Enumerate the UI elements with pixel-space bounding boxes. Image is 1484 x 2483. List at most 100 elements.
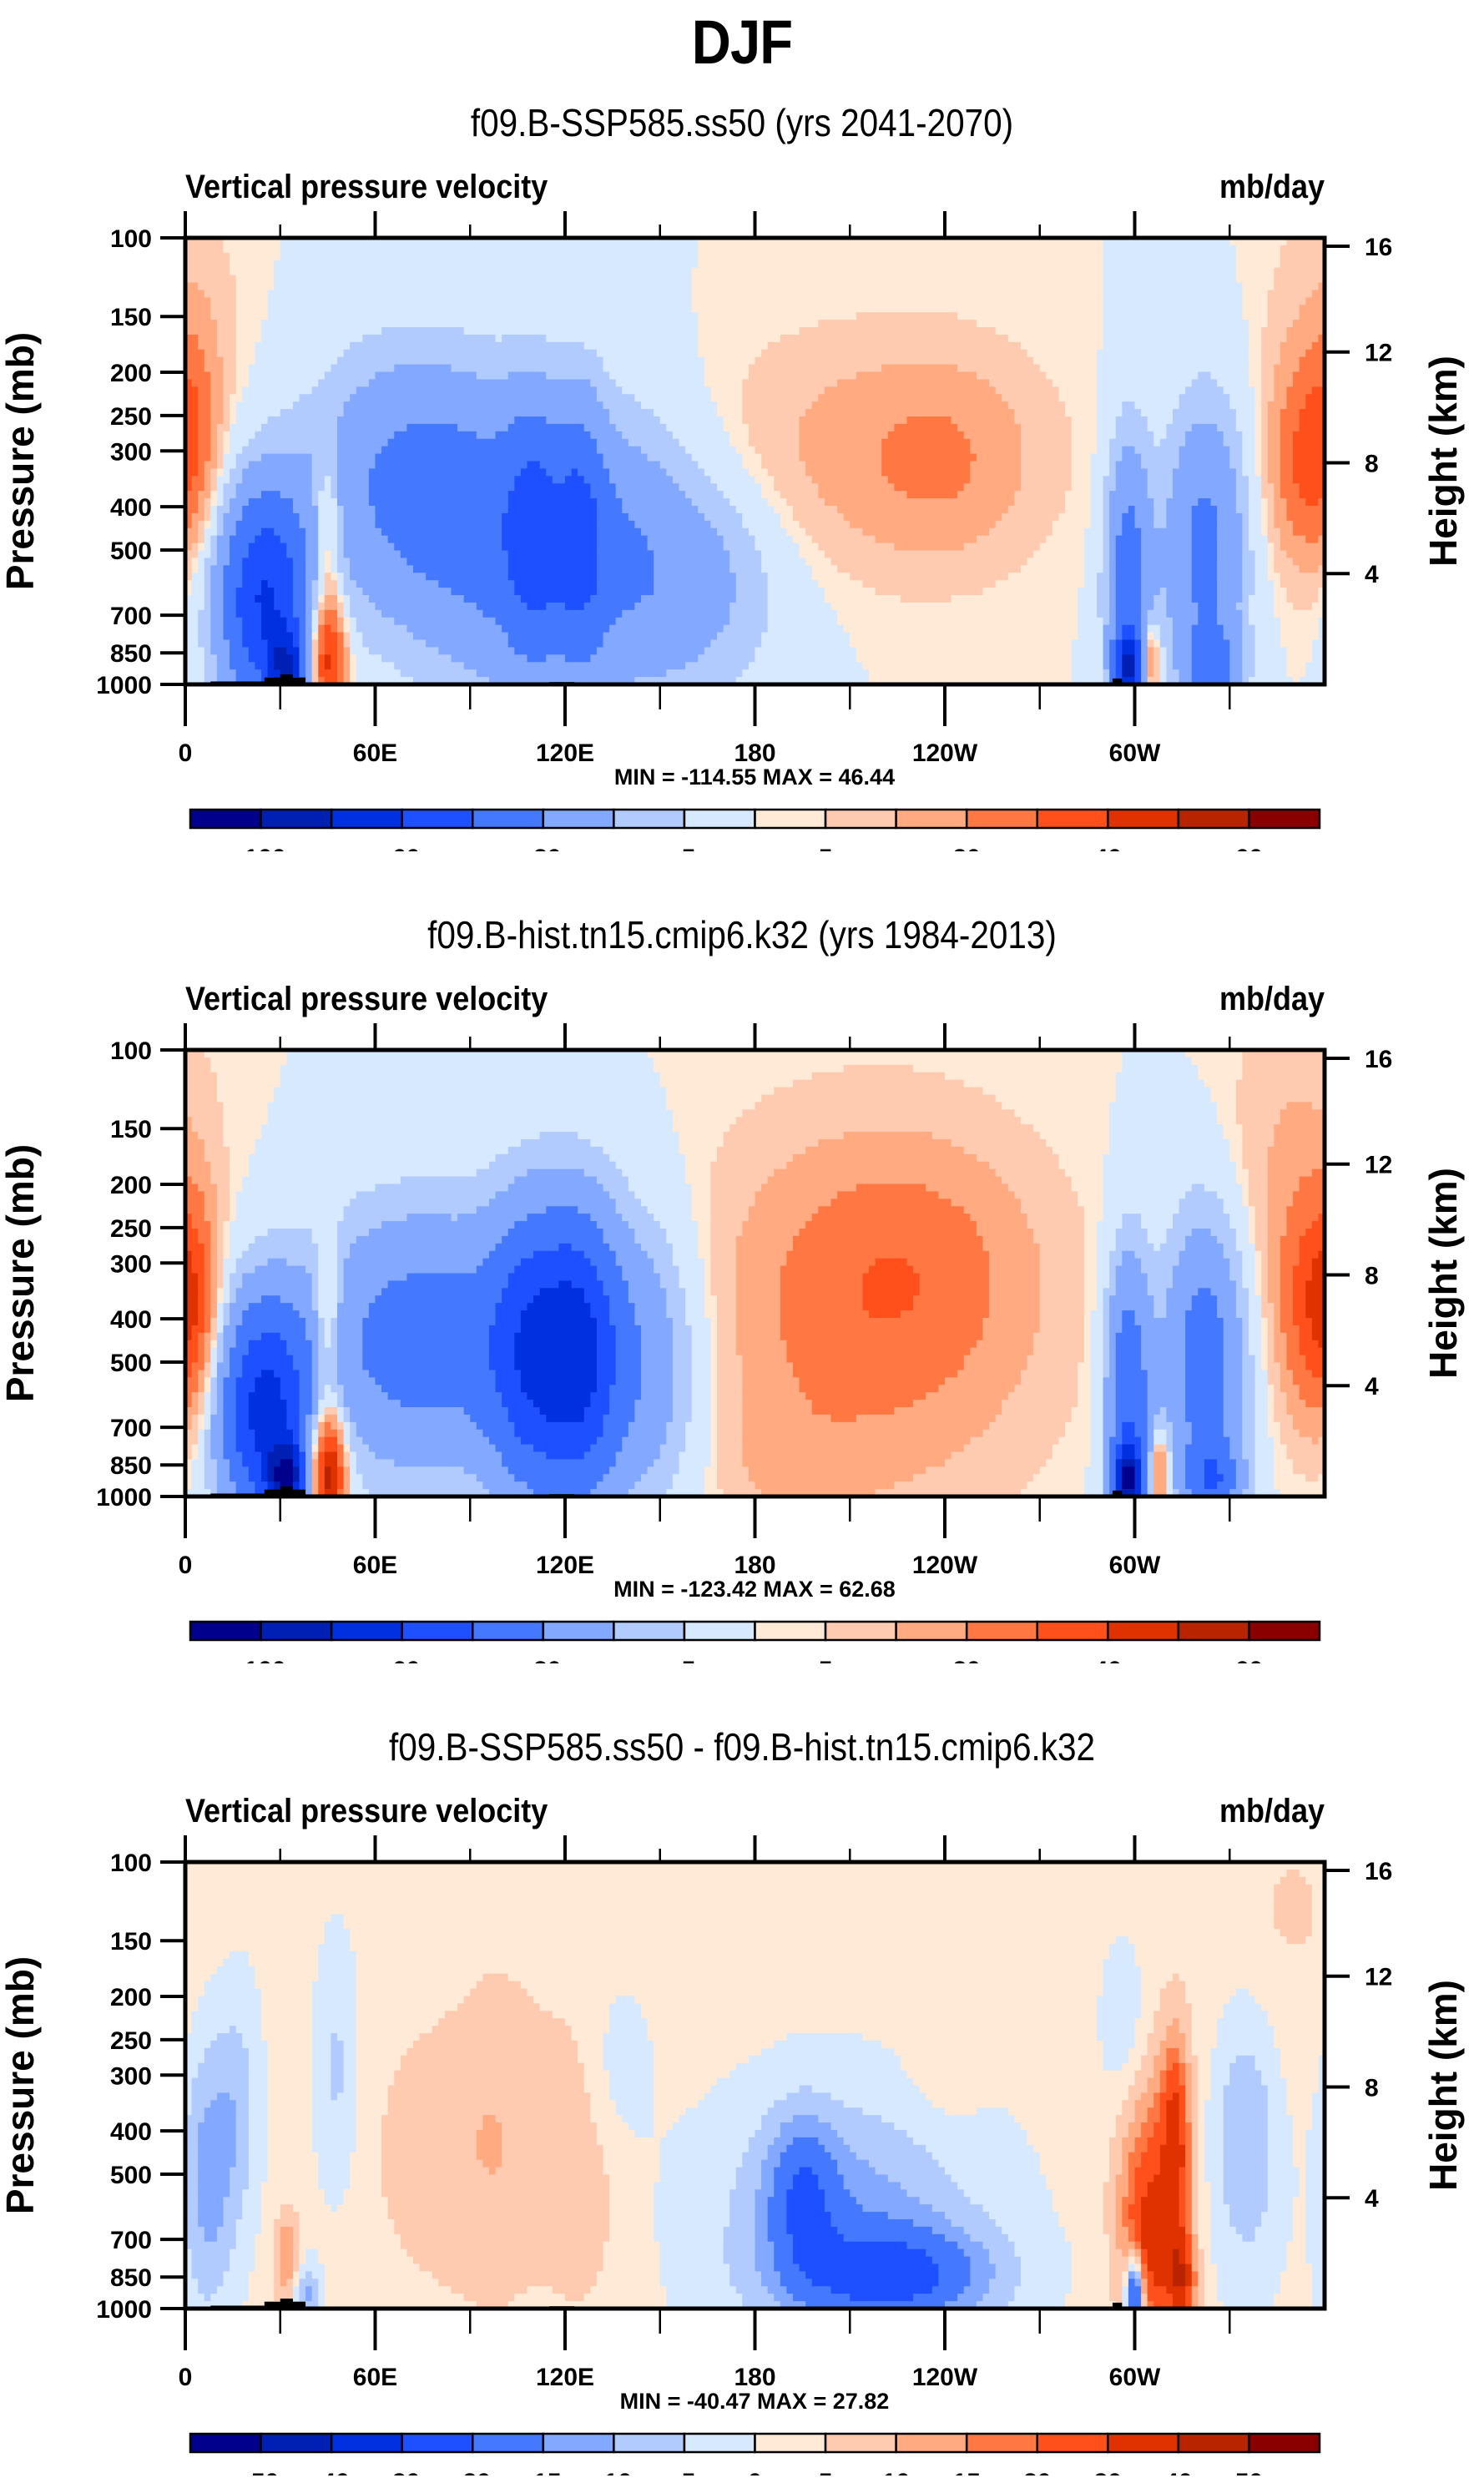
contour-cell [1141, 624, 1148, 633]
contour-cell [1210, 2256, 1288, 2265]
contour-cell [742, 1429, 984, 1438]
contour-cell [799, 327, 997, 336]
contour-cell [286, 1057, 654, 1066]
contour-cell [292, 632, 300, 641]
contour-cell [191, 1370, 199, 1378]
contour-cell [299, 1414, 306, 1423]
contour-cell [1039, 1288, 1085, 1296]
contour-cell [223, 1109, 269, 1118]
contour-cell [596, 535, 649, 544]
contour-cell [1191, 2092, 1199, 2101]
contour-cell [476, 1981, 522, 1990]
contour-cell [1242, 639, 1256, 649]
contour-cell [235, 290, 269, 298]
contour-cell [1261, 327, 1288, 336]
contour-cell [210, 512, 218, 522]
contour-cell [1293, 1265, 1313, 1274]
contour-cell [337, 446, 382, 455]
contour-cell [223, 527, 237, 537]
contour-cell [1141, 1265, 1174, 1274]
contour-cell [615, 1161, 686, 1170]
y-tick-label: 850 [110, 640, 152, 668]
contour-cell [216, 1094, 275, 1103]
contour-cell [235, 2219, 262, 2228]
contour-cell [185, 1191, 205, 1199]
contour-cell [1122, 2212, 1129, 2220]
contour-cell [356, 2026, 433, 2034]
contour-cell [1191, 2062, 1199, 2072]
contour-cell [1159, 654, 1168, 663]
contour-cell [1242, 550, 1256, 559]
contour-cell [1191, 2047, 1212, 2057]
contour-cell [1147, 1370, 1186, 1378]
contour-cell [1267, 2100, 1288, 2108]
contour-cell [204, 1206, 218, 1214]
contour-cell [185, 1325, 193, 1334]
contour-cell [1191, 1229, 1212, 1237]
contour-cell [1242, 1057, 1325, 1066]
contour-cell [1109, 2167, 1123, 2176]
contour-cell [830, 2152, 857, 2161]
contour-cell [976, 1153, 1060, 1163]
contour-cell [1217, 1310, 1237, 1319]
contour-cell [1286, 2256, 1306, 2265]
contour-cell [742, 1421, 990, 1431]
contour-cell [185, 1168, 211, 1178]
contour-cell [1280, 2070, 1320, 2079]
contour-cell [793, 535, 813, 544]
contour-cell [1185, 386, 1224, 395]
contour-cell [1122, 639, 1136, 649]
contour-cell [476, 1265, 515, 1274]
contour-cell [710, 1347, 718, 1356]
contour-cell [343, 602, 351, 611]
contour-cell [774, 2174, 794, 2183]
contour-cell [1103, 1385, 1117, 1393]
contour-cell [590, 1258, 617, 1267]
contour-cell [185, 2100, 193, 2108]
contour-cell [1021, 1370, 1078, 1378]
contour-cell [1147, 669, 1154, 678]
contour-cell [1229, 647, 1244, 655]
contour-cell [1280, 1429, 1300, 1438]
contour-cell [1254, 588, 1275, 596]
contour-cell [1191, 2219, 1199, 2228]
contour-cell [185, 2197, 199, 2205]
contour-cell [1311, 1332, 1325, 1341]
contour-cell [1210, 2182, 1224, 2190]
contour-cell [1141, 2122, 1154, 2131]
contour-cell [1141, 2152, 1161, 2161]
contour-cell [1134, 2271, 1142, 2279]
contour-cell [286, 543, 306, 552]
contour-cell [204, 1243, 211, 1252]
contour-cell [698, 312, 857, 320]
contour-cell [368, 1229, 509, 1237]
contour-cell [735, 2062, 901, 2072]
contour-cell [1235, 275, 1275, 284]
contour-cell [1267, 1176, 1300, 1185]
contour-cell [1141, 639, 1148, 649]
contour-cell [767, 2152, 781, 2161]
contour-cell [1021, 2279, 1073, 2287]
panel-3: f09.B-SSP585.ss50 - f09.B-hist.tn15.cmip… [0, 1724, 1484, 2475]
contour-cell [811, 573, 851, 581]
contour-cell [654, 409, 718, 417]
contour-cell [356, 1958, 1104, 1967]
contour-cell [216, 1459, 230, 1467]
contour-cell [685, 1429, 712, 1438]
contour-cell [204, 1451, 211, 1461]
contour-cell [862, 1303, 914, 1311]
contour-cell [1267, 1288, 1281, 1296]
contour-cell [185, 1139, 205, 1148]
contour-cell [945, 2233, 971, 2243]
contour-cell [1318, 2055, 1325, 2064]
contour-cell [1166, 1459, 1174, 1467]
contour-cell [1134, 2077, 1148, 2087]
contour-cell [1198, 2189, 1212, 2198]
contour-cell [989, 1280, 1041, 1289]
contour-cell [1198, 2077, 1212, 2087]
contour-cell [1274, 1474, 1306, 1482]
contour-cell [520, 595, 591, 603]
contour-cell [185, 2204, 199, 2213]
contour-cell [216, 438, 225, 447]
contour-cell [185, 1124, 193, 1133]
